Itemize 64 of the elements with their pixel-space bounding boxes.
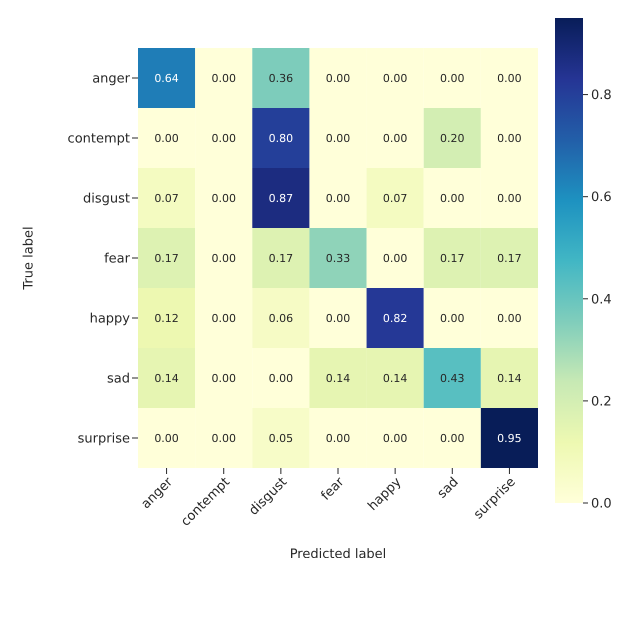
data-label: 0.33: [326, 252, 350, 265]
data-label: 0.00: [154, 132, 179, 145]
data-label: 0.36: [268, 72, 294, 85]
data-label: 0.00: [326, 72, 350, 85]
data-label: 0.00: [440, 432, 465, 445]
data-label: 0.00: [440, 192, 465, 205]
y-tick-label: happy: [90, 312, 130, 327]
data-label: 0.82: [382, 312, 408, 325]
data-label: 0.00: [211, 312, 236, 325]
data-label: 0.14: [154, 372, 179, 385]
data-label: 0.64: [154, 72, 179, 85]
color-bar-label: 0.4: [591, 292, 612, 308]
data-label: 0.00: [211, 252, 236, 265]
data-label: 0.00: [497, 132, 522, 145]
data-label: 0.17: [440, 252, 465, 265]
data-label: 0.00: [211, 432, 236, 445]
data-label: 0.00: [326, 132, 350, 145]
data-label: 0.00: [382, 432, 408, 445]
data-label: 0.00: [211, 72, 236, 85]
color-bar-label: 0.2: [591, 394, 612, 410]
data-label: 0.20: [440, 132, 465, 145]
data-label: 0.00: [211, 372, 236, 385]
data-label: 0.14: [326, 372, 350, 385]
data-label: 0.07: [382, 192, 408, 205]
y-tick-label: sad: [107, 372, 130, 387]
data-label: 0.00: [382, 72, 408, 85]
data-label: 0.80: [268, 132, 294, 145]
data-label: 0.43: [440, 372, 465, 385]
data-label: 0.00: [382, 252, 408, 265]
data-label: 0.14: [382, 372, 408, 385]
y-tick-label: anger: [92, 72, 131, 87]
data-label: 0.05: [268, 432, 294, 445]
data-label: 0.95: [497, 432, 522, 445]
data-label: 0.00: [440, 72, 465, 85]
data-label: 0.07: [154, 192, 179, 205]
data-label: 0.00: [326, 432, 350, 445]
data-label: 0.00: [211, 192, 236, 205]
data-label: 0.14: [497, 372, 522, 385]
data-label: 0.00: [382, 132, 408, 145]
data-label: 0.12: [154, 312, 179, 325]
data-label: 0.17: [497, 252, 522, 265]
data-label: 0.06: [268, 312, 294, 325]
y-tick-label: contempt: [68, 132, 130, 147]
color-bar-label: 0.8: [591, 88, 612, 104]
x-axis-title: Predicted label: [290, 547, 386, 562]
data-label: 0.00: [154, 432, 179, 445]
data-label: 0.00: [268, 372, 294, 385]
data-label: 0.17: [154, 252, 179, 265]
data-label: 0.00: [497, 72, 522, 85]
data-label: 0.00: [326, 192, 350, 205]
data-label: 0.00: [326, 312, 350, 325]
data-label: 0.00: [497, 312, 522, 325]
y-tick-label: fear: [104, 252, 131, 267]
x-tick-label: sad: [434, 474, 462, 502]
data-label: 0.17: [268, 252, 294, 265]
y-tick-label: disgust: [83, 192, 130, 207]
data-label: 0.00: [497, 192, 522, 205]
color-bar-label: 0.0: [591, 496, 612, 512]
color-bar-label: 0.6: [591, 190, 612, 206]
y-tick-label: surprise: [78, 432, 130, 447]
data-label: 0.00: [440, 312, 465, 325]
data-label: 0.87: [268, 192, 294, 205]
y-axis-title: True label: [22, 226, 37, 291]
data-label: 0.00: [211, 132, 236, 145]
